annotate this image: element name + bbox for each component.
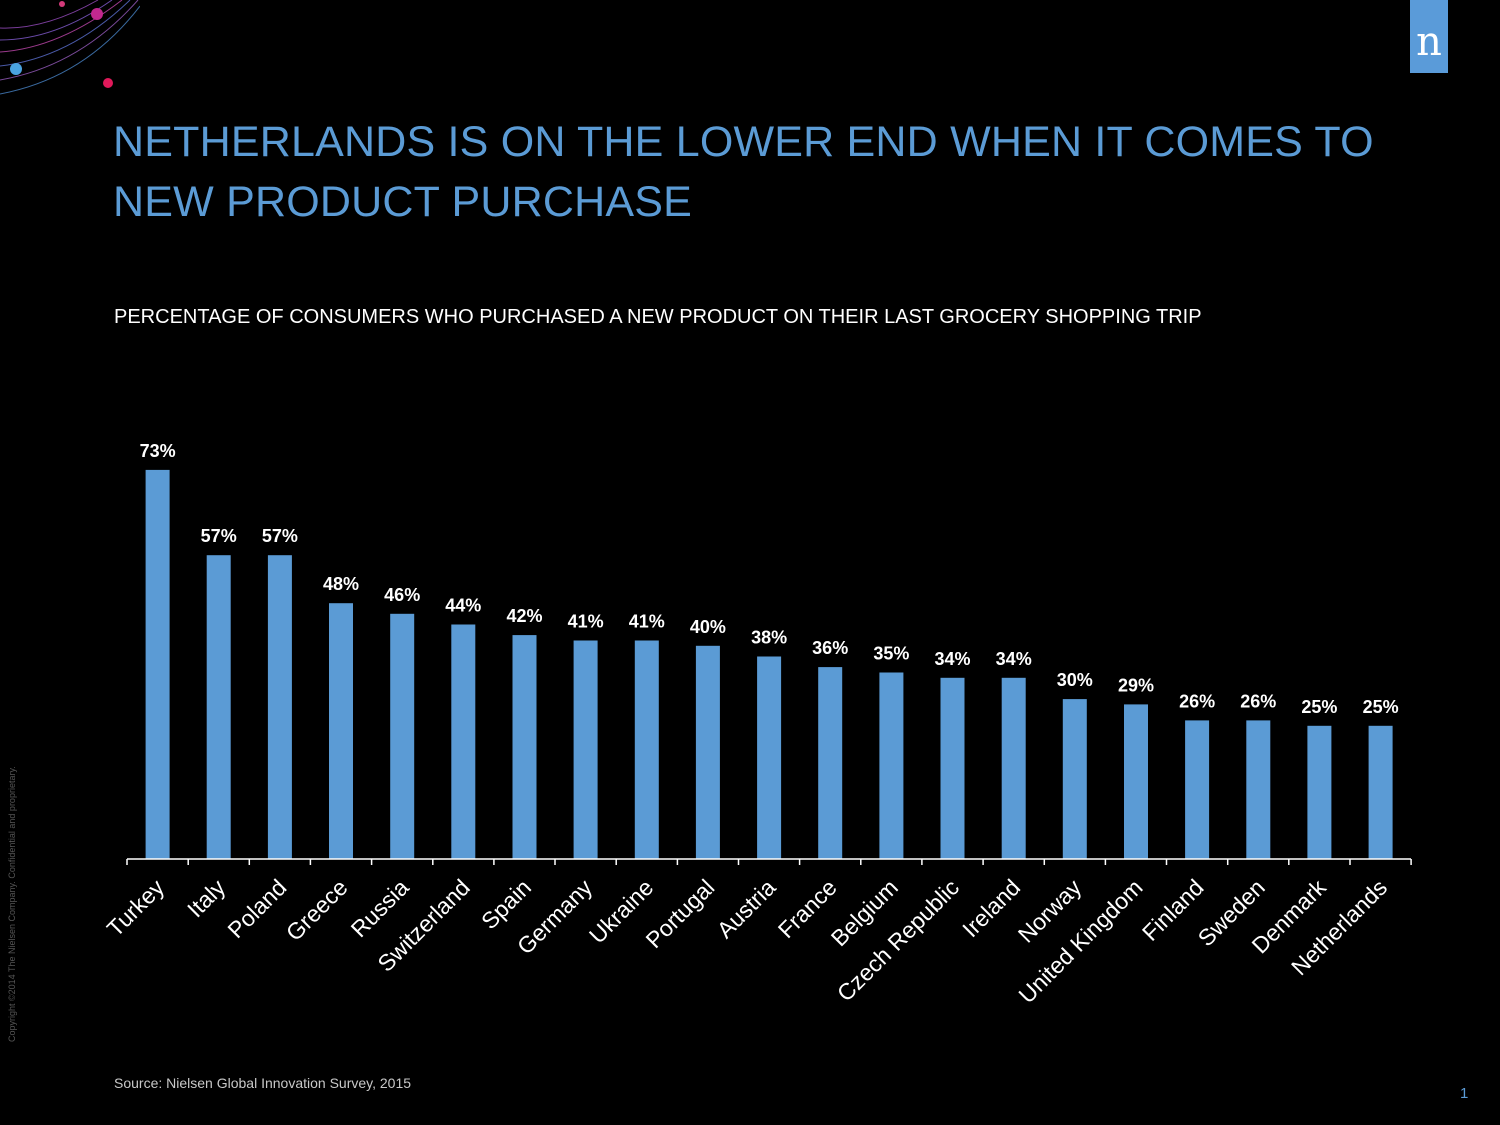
nielsen-logo: n — [1410, 0, 1448, 73]
slide-title: NETHERLANDS IS ON THE LOWER END WHEN IT … — [113, 118, 1374, 226]
bar-greece — [329, 603, 353, 859]
bar-austria — [757, 656, 782, 859]
category-label: Poland — [222, 874, 291, 943]
value-label: 57% — [262, 526, 298, 546]
value-label: 25% — [1363, 697, 1399, 717]
bar-czech-republic — [940, 677, 965, 859]
value-label: 29% — [1118, 675, 1154, 695]
bar-ukraine — [634, 640, 659, 859]
category-label: Austria — [712, 874, 781, 943]
value-label: 48% — [323, 574, 359, 594]
value-label: 73% — [140, 441, 176, 461]
value-label: 36% — [812, 638, 848, 658]
value-label: 46% — [384, 585, 420, 605]
value-label: 41% — [568, 612, 604, 632]
value-label: 40% — [690, 617, 726, 637]
value-label: 26% — [1240, 691, 1276, 711]
bar-portugal — [695, 645, 720, 859]
decorative-swirl-graphic — [0, 0, 140, 95]
bar-russia — [390, 613, 415, 859]
value-label: 34% — [934, 649, 970, 669]
value-label: 35% — [873, 644, 909, 664]
bar-switzerland — [451, 624, 476, 859]
source-note: Source: Nielsen Global Innovation Survey… — [114, 1075, 412, 1091]
value-label: 34% — [996, 649, 1032, 669]
category-label: Turkey — [102, 874, 170, 942]
value-label: 57% — [201, 526, 237, 546]
category-label: Italy — [182, 874, 231, 923]
value-label: 44% — [445, 596, 481, 616]
bar-belgium — [879, 672, 904, 860]
bar-norway — [1062, 699, 1087, 859]
bar-poland — [267, 555, 292, 859]
bar-turkey — [145, 469, 170, 859]
value-label: 26% — [1179, 691, 1215, 711]
value-label: 41% — [629, 612, 665, 632]
category-label: Greece — [281, 874, 353, 946]
bar-france — [818, 667, 843, 859]
bar-spain — [512, 635, 537, 859]
category-label: Portugal — [640, 874, 719, 953]
page-number: 1 — [1460, 1085, 1469, 1102]
bar-finland — [1185, 720, 1210, 859]
bar-sweden — [1246, 720, 1271, 859]
value-label: 42% — [506, 606, 542, 626]
bar-italy — [206, 555, 231, 859]
bar-netherlands — [1368, 725, 1393, 860]
chart-title: PERCENTAGE OF CONSUMERS WHO PURCHASED A … — [114, 306, 1202, 328]
bar-germany — [573, 640, 598, 859]
value-label: 30% — [1057, 670, 1093, 690]
bar-ireland — [1001, 677, 1026, 859]
value-label: 25% — [1301, 697, 1337, 717]
copyright-notice: Copyright ©2014 The Nielsen Company. Con… — [7, 766, 17, 1042]
bar-denmark — [1307, 725, 1332, 860]
bar-united-kingdom — [1124, 704, 1148, 859]
value-label: 38% — [751, 628, 787, 648]
